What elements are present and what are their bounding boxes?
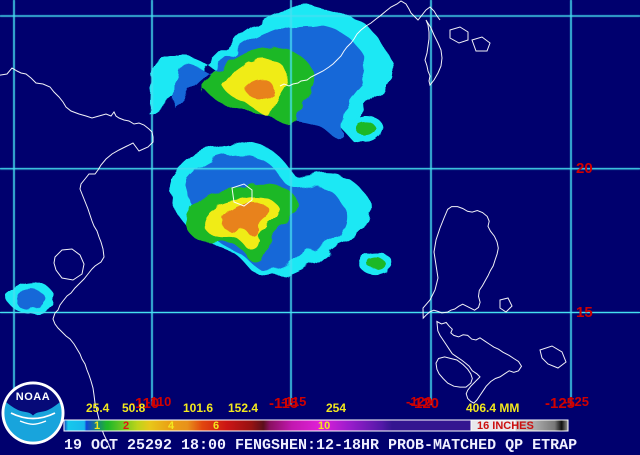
svg-text:2: 2 <box>123 420 129 432</box>
svg-text:50.8: 50.8 <box>122 401 146 415</box>
svg-text:-125: -125 <box>563 394 589 409</box>
svg-text:406.4 MM: 406.4 MM <box>466 401 519 415</box>
svg-text:101.6: 101.6 <box>183 401 213 415</box>
svg-text:1: 1 <box>94 420 100 432</box>
svg-text:152.4: 152.4 <box>228 401 258 415</box>
svg-text:-115: -115 <box>281 394 306 409</box>
svg-text:25.4: 25.4 <box>86 401 110 415</box>
svg-text:4: 4 <box>168 420 175 432</box>
svg-text:254: 254 <box>326 401 346 415</box>
svg-text:16 INCHES: 16 INCHES <box>477 420 534 432</box>
svg-text:20: 20 <box>576 160 593 177</box>
svg-text:6: 6 <box>213 420 219 432</box>
svg-text:-110: -110 <box>146 394 171 409</box>
svg-text:19 OCT 25292 18:00 FENGSHEN:12: 19 OCT 25292 18:00 FENGSHEN:12-18HR PROB… <box>64 437 577 454</box>
svg-text:10: 10 <box>318 420 330 432</box>
svg-text:-120: -120 <box>406 394 432 409</box>
svg-text:15: 15 <box>576 304 593 321</box>
svg-text:NOAA: NOAA <box>16 391 50 403</box>
